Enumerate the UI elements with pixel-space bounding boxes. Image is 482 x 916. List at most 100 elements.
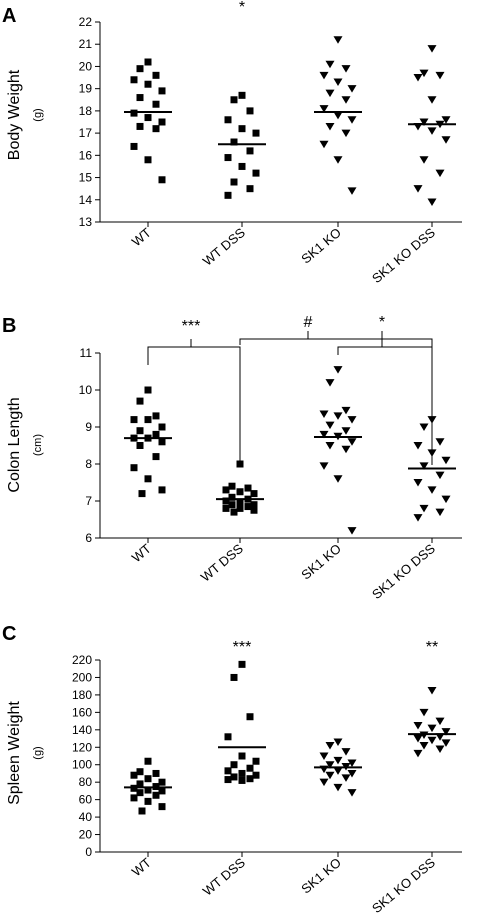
- data-point: [319, 105, 329, 113]
- data-point: [325, 771, 335, 780]
- data-point: [138, 490, 146, 498]
- category-label: WT DSS: [198, 541, 246, 585]
- data-point: [238, 769, 246, 777]
- data-point: [230, 178, 238, 186]
- data-point: [222, 486, 230, 494]
- y-tick-label: 19: [79, 82, 93, 96]
- data-point: [347, 416, 357, 424]
- data-point: [250, 490, 258, 498]
- data-point: [238, 776, 246, 784]
- data-point: [333, 36, 343, 44]
- y-axis-unit: (cm): [32, 434, 44, 456]
- data-point: [347, 769, 357, 778]
- data-point: [427, 96, 437, 104]
- y-tick-label: 100: [72, 758, 92, 772]
- data-point: [238, 125, 246, 133]
- data-point: [441, 739, 451, 747]
- data-point: [413, 514, 423, 522]
- category-label: SK1 KO DSS: [369, 225, 438, 286]
- category-label: WT DSS: [200, 225, 248, 269]
- data-point: [252, 129, 260, 137]
- data-point: [319, 71, 329, 80]
- data-point: [252, 757, 260, 765]
- data-point: [144, 775, 152, 783]
- data-point: [152, 453, 160, 461]
- data-point: [413, 442, 423, 450]
- data-point: [347, 438, 357, 446]
- data-point: [427, 736, 437, 745]
- data-point: [152, 791, 160, 799]
- data-point: [435, 71, 445, 80]
- data-point: [441, 728, 451, 736]
- data-point: [435, 438, 445, 446]
- y-tick-label: 60: [79, 793, 93, 807]
- data-point: [419, 423, 429, 431]
- data-point: [419, 118, 429, 126]
- data-point: [238, 752, 246, 760]
- data-point: [441, 495, 451, 504]
- data-point: [341, 406, 351, 415]
- data-point: [224, 191, 232, 199]
- data-point: [419, 708, 429, 717]
- category-label: WT: [129, 225, 154, 250]
- data-point: [158, 803, 166, 811]
- data-point: [158, 787, 166, 795]
- y-tick-label: 14: [79, 193, 93, 207]
- panel-letter: B: [2, 315, 16, 337]
- data-point: [413, 749, 423, 758]
- y-axis-unit: (g): [32, 108, 44, 121]
- data-point: [413, 479, 423, 487]
- data-point: [347, 789, 357, 797]
- data-point: [238, 91, 246, 99]
- y-tick-label: 15: [79, 171, 93, 185]
- y-tick-label: 11: [80, 346, 93, 360]
- data-point: [246, 775, 254, 783]
- data-point: [136, 122, 144, 130]
- data-point: [144, 797, 152, 805]
- data-point: [230, 138, 238, 146]
- data-point: [413, 74, 423, 82]
- data-point: [158, 118, 166, 126]
- data-point: [341, 748, 351, 756]
- data-point: [441, 116, 451, 124]
- data-point: [152, 412, 160, 420]
- data-point: [228, 501, 236, 509]
- data-point: [144, 58, 152, 66]
- category-label: SK1 KO DSS: [369, 855, 438, 916]
- data-point: [333, 78, 343, 86]
- y-tick-label: 22: [79, 15, 93, 29]
- data-point: [325, 761, 335, 769]
- significance-label: *: [239, 0, 245, 16]
- data-point: [333, 767, 343, 775]
- data-point: [341, 445, 351, 454]
- y-tick-label: 0: [85, 845, 92, 859]
- data-point: [333, 111, 343, 120]
- data-point: [136, 789, 144, 797]
- data-point: [238, 660, 246, 668]
- data-point: [158, 423, 166, 431]
- y-tick-label: 80: [79, 775, 93, 789]
- data-point: [435, 745, 445, 754]
- data-point: [230, 673, 238, 681]
- data-point: [252, 771, 260, 779]
- data-point: [246, 147, 254, 155]
- data-point: [224, 733, 232, 741]
- data-point: [246, 713, 254, 721]
- category-label: WT: [129, 855, 154, 880]
- data-point: [441, 136, 451, 144]
- data-point: [427, 486, 437, 494]
- y-tick-label: 120: [72, 740, 92, 754]
- data-point: [158, 176, 166, 184]
- y-tick-label: 21: [79, 37, 93, 51]
- data-point: [224, 116, 232, 124]
- data-point: [144, 386, 152, 394]
- data-point: [347, 187, 357, 195]
- y-tick-label: 18: [79, 104, 93, 118]
- data-point: [427, 45, 437, 53]
- category-label: SK1 KO: [298, 225, 344, 267]
- data-point: [130, 109, 138, 117]
- data-point: [341, 96, 351, 104]
- data-point: [230, 508, 238, 516]
- category-label: WT DSS: [200, 855, 248, 899]
